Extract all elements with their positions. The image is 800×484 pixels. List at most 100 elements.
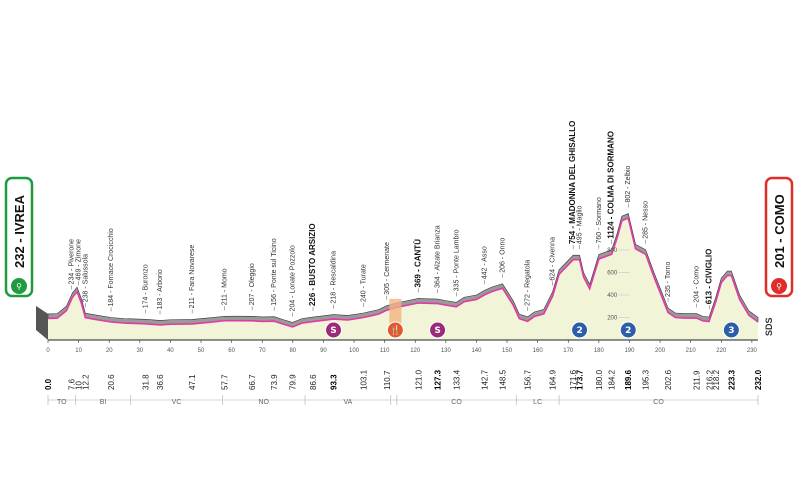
- climb-category-icon: 2: [571, 321, 589, 339]
- x-tick-label: 40: [167, 348, 174, 354]
- place-label: 226 - BUSTO ARSIZIO: [308, 223, 317, 306]
- place-label: 218 - Rescaldina: [331, 251, 338, 304]
- x-tick-label: 20: [106, 348, 113, 354]
- place-label: 613 - CIVIGLIO: [705, 249, 714, 305]
- place-label: 760 - Sormano: [596, 197, 603, 243]
- place-label: 285 - Nesso: [643, 201, 650, 239]
- km-label: 0.0: [44, 378, 53, 390]
- start-badge: 232 - IVREA ⚲: [4, 176, 34, 298]
- km-label: 36.6: [156, 374, 165, 390]
- x-tick-label: 60: [228, 348, 235, 354]
- route-line: [47, 216, 759, 328]
- y-tick-label: 600: [607, 271, 618, 277]
- km-label: 223.3: [727, 369, 736, 390]
- climb-category-icon-badge: [619, 321, 637, 339]
- x-tick-label: 190: [624, 348, 635, 354]
- km-label: 93.3: [330, 374, 339, 390]
- km-label: 103.1: [360, 369, 369, 390]
- place-label: 174 - Buronzo: [142, 264, 149, 308]
- feed-zone-icon: 🍴: [386, 298, 404, 339]
- x-tick-label: 120: [410, 348, 421, 354]
- x-tick-label: 170: [563, 348, 574, 354]
- province-label: NO: [259, 399, 270, 406]
- km-label: 110.7: [383, 370, 392, 390]
- svg-text:⚲: ⚲: [776, 282, 782, 291]
- place-label: 238 - Salussola: [82, 254, 89, 302]
- place-label: 469 - Zimone: [76, 239, 83, 280]
- profile-fill: [48, 218, 758, 340]
- climb-category-icon-label: 2: [576, 326, 582, 336]
- climb-category-icon-badge: [571, 321, 589, 339]
- x-tick-label: 180: [594, 348, 605, 354]
- km-label: 7.6: [67, 378, 76, 390]
- x-tick-label: 150: [502, 348, 513, 354]
- x-tick-label: 90: [320, 348, 327, 354]
- km-label: 218.2: [712, 369, 721, 390]
- climb-category-icon-label: 2: [625, 326, 631, 336]
- km-label: 47.1: [188, 374, 197, 390]
- place-label: 211 - Fara Novarese: [189, 245, 196, 309]
- km-label: 232.0: [754, 369, 763, 390]
- x-tick-label: 110: [380, 348, 390, 354]
- km-label: 127.3: [434, 369, 443, 390]
- x-tick-label: 0: [46, 348, 50, 354]
- climb-category-icon-label: 3: [728, 326, 734, 336]
- km-label: 57.7: [221, 374, 230, 390]
- province-label: BI: [100, 399, 107, 406]
- place-label: 335 - Ponte Lambro: [453, 229, 460, 291]
- province-label: CO: [653, 399, 664, 406]
- km-label: 189.6: [624, 369, 633, 390]
- km-label: 86.6: [309, 374, 318, 390]
- km-label: 12.2: [81, 374, 90, 390]
- place-label: 207 - Oleggio: [249, 263, 256, 305]
- km-label: 195.3: [642, 369, 651, 390]
- place-label: 305 - Cermenate: [384, 242, 391, 295]
- km-label: 216.2: [706, 369, 715, 390]
- finish-badge: 201 - COMO ⚲: [764, 176, 794, 298]
- place-label: 204 - Lonate Pozzolo: [290, 245, 297, 311]
- sprint-icon: S: [325, 321, 343, 339]
- km-label: 148.5: [498, 369, 507, 390]
- markers: S 🍴 S 2 2 3: [325, 298, 740, 339]
- km-label: 171.6: [569, 369, 578, 390]
- place-label: 364 - Alzate Brianza: [435, 225, 442, 288]
- start-label: 232 - IVREA: [12, 194, 27, 268]
- km-label: 142.7: [481, 369, 490, 390]
- climb-category-icon-badge: [722, 321, 740, 339]
- feed-zone-band: [389, 298, 402, 328]
- km-label: 31.8: [141, 374, 150, 390]
- feed-zone-icon-label: 🍴: [390, 324, 401, 336]
- climb-category-icon: 2: [619, 321, 637, 339]
- elevation-profile: [36, 213, 759, 341]
- province-label: VA: [343, 399, 352, 406]
- place-label: 204 - Como: [693, 266, 700, 303]
- place-label: 802 - Zelbio: [625, 165, 632, 202]
- profile-start-wall: [36, 305, 48, 340]
- place-label: 156 - Ponte sul Ticino: [271, 238, 278, 305]
- y-axis-ticks: 200 400 600 800: [607, 248, 630, 322]
- km-label: 10: [75, 381, 84, 390]
- x-tick-label: 140: [471, 348, 482, 354]
- x-tick-label: 210: [686, 348, 697, 354]
- place-label: 1124 - COLMA DI SORMANO: [607, 131, 616, 239]
- province-bar: TO BI VC NO VA CO LC CO: [47, 395, 759, 406]
- province-label: CO: [451, 399, 462, 406]
- km-label: 164.9: [549, 369, 558, 390]
- x-tick-label: 200: [655, 348, 666, 354]
- x-tick-label: 50: [198, 348, 205, 354]
- x-axis-ticks: 0 10 20 30 40 50 60 70 80 90 100 110 120 130 140 150 160…: [46, 340, 758, 354]
- start-cyclist-icon: [11, 278, 27, 294]
- km-label: 73.9: [270, 374, 279, 390]
- place-label: 240 - Turate: [361, 264, 368, 302]
- svg-text:⚲: ⚲: [16, 282, 22, 291]
- place-label: 235 - Torno: [665, 262, 672, 297]
- sds-label: SDS: [764, 317, 774, 336]
- province-label: VC: [172, 399, 182, 406]
- x-tick-label: 70: [259, 348, 266, 354]
- km-label: 79.9: [289, 374, 298, 390]
- km-label: 184.2: [608, 369, 617, 390]
- place-label: 442 - Asso: [482, 246, 489, 279]
- km-label: 202.6: [664, 369, 673, 390]
- sprint-icon-badge: [429, 321, 447, 339]
